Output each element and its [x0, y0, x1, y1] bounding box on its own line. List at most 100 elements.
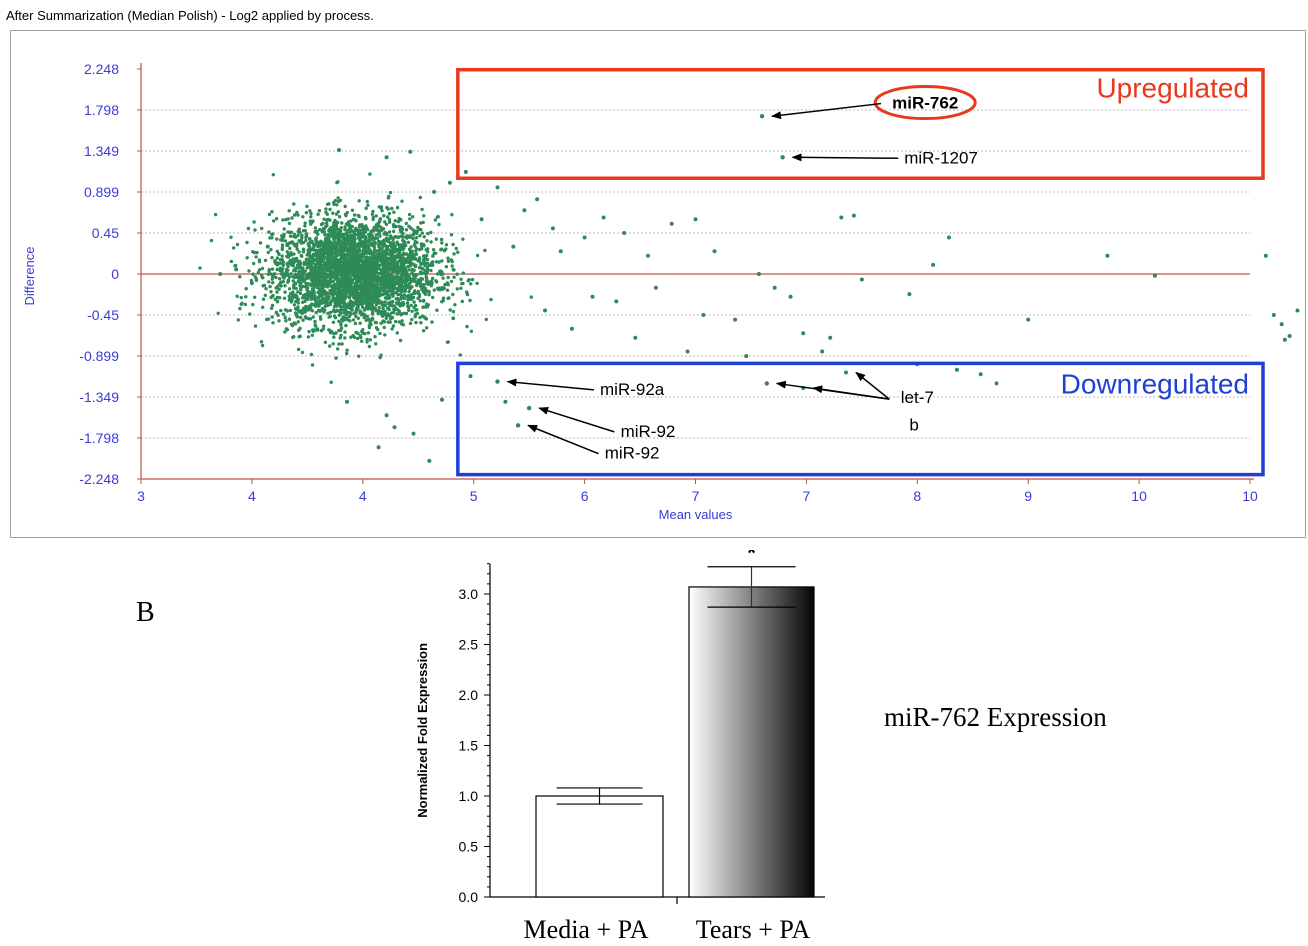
scatter-point — [331, 223, 336, 228]
scatter-point — [255, 250, 259, 255]
scatter-point — [313, 226, 318, 230]
scatter-point — [365, 337, 369, 342]
scatter-point — [271, 321, 275, 325]
scatter-point — [310, 309, 315, 313]
scatter-point — [343, 336, 347, 340]
scatter-point — [339, 268, 343, 272]
scatter-point — [325, 272, 330, 277]
scatter-point — [374, 270, 379, 275]
scatter-point — [265, 244, 270, 249]
scatter-point — [267, 268, 271, 272]
category-labels: Media + PA Tears + PA — [524, 915, 811, 944]
scatter-point — [389, 287, 394, 291]
scatter-point — [432, 288, 436, 292]
scatter-point — [363, 230, 367, 234]
scatter-point — [425, 278, 429, 282]
scatter-point — [440, 241, 444, 245]
annotation-label: miR-92a — [600, 380, 665, 399]
scatter-point — [328, 233, 333, 238]
scatter-point — [338, 297, 342, 301]
scatter-point — [390, 245, 394, 249]
scatter-point — [402, 277, 407, 282]
scatter-point — [328, 207, 332, 212]
scatter-point — [378, 292, 383, 297]
scatter-point — [392, 425, 397, 430]
scatter-point — [372, 226, 376, 230]
scatter-point — [400, 199, 404, 203]
scatter-point — [336, 347, 340, 351]
scatter-point — [404, 281, 408, 285]
x-tick-label: 7 — [803, 488, 811, 504]
scatter-point — [558, 249, 563, 254]
scatter-point — [258, 241, 263, 245]
scatter-point — [304, 257, 309, 261]
scatter-point — [372, 284, 376, 288]
scatter-point — [323, 233, 327, 237]
scatter-point — [408, 264, 413, 268]
scatter-point — [313, 319, 317, 324]
scatter-point — [333, 267, 337, 271]
scatter-point — [317, 244, 322, 248]
scatter-point — [267, 230, 271, 234]
scatter-point — [301, 250, 306, 254]
scatter-point — [444, 243, 449, 247]
scatter-point — [368, 272, 372, 276]
scatter-point — [330, 289, 334, 293]
scatter-point — [263, 258, 268, 263]
scatter-point — [424, 248, 428, 252]
panel-label: B — [136, 597, 155, 628]
scatter-point — [267, 280, 271, 284]
scatter-point — [322, 273, 326, 277]
scatter-point — [287, 298, 292, 302]
scatter-point — [328, 344, 332, 348]
scatter-point — [274, 261, 278, 266]
scatter-point — [409, 245, 413, 249]
scatter-point — [994, 381, 999, 386]
scatter-point — [374, 291, 378, 295]
scatter-point — [269, 306, 274, 310]
scatter-point — [360, 302, 364, 307]
scatter-point — [435, 215, 440, 219]
scatter-point — [339, 308, 343, 312]
scatter-point — [292, 232, 297, 237]
scatter-point — [331, 320, 336, 324]
scatter-point — [367, 344, 372, 349]
scatter-point — [372, 228, 376, 233]
scatter-point — [294, 235, 298, 239]
scatter-point — [269, 295, 273, 300]
scatter-point — [295, 247, 299, 251]
scatter-point — [386, 239, 391, 244]
scatter-point — [332, 221, 336, 225]
scatter-point — [1105, 253, 1110, 258]
scatter-point — [430, 279, 434, 284]
scatter-point — [389, 251, 394, 255]
scatter-point — [351, 333, 355, 338]
scatter-point — [281, 218, 285, 222]
scatter-point — [297, 328, 301, 332]
scatter-point — [601, 215, 606, 220]
scatter-point — [315, 327, 320, 331]
scatter-point — [285, 250, 289, 254]
scatter-point — [343, 204, 347, 209]
scatter-point — [348, 269, 352, 273]
scatter-point — [368, 306, 373, 310]
scatter-point — [252, 261, 256, 266]
scatter-point — [469, 282, 473, 286]
scatter-point — [410, 317, 414, 322]
scatter-point — [431, 295, 435, 300]
scatter-point — [257, 258, 262, 262]
scatter-point — [345, 210, 349, 215]
scatter-point — [400, 322, 404, 326]
scatter-point — [851, 213, 856, 218]
annotations: miR-762 miR-1207 miR-92a miR-92 miR-92 let-7 b — [506, 85, 978, 463]
scatter-point — [280, 243, 285, 247]
scatter-point — [238, 306, 242, 311]
scatter-point — [351, 273, 355, 277]
scatter-point — [333, 286, 338, 291]
scatter-point — [289, 263, 294, 267]
scatter-point — [340, 221, 344, 225]
scatter-point — [412, 243, 417, 247]
scatter-point — [435, 308, 439, 312]
scatter-point — [437, 222, 441, 227]
scatter-point — [390, 282, 395, 286]
